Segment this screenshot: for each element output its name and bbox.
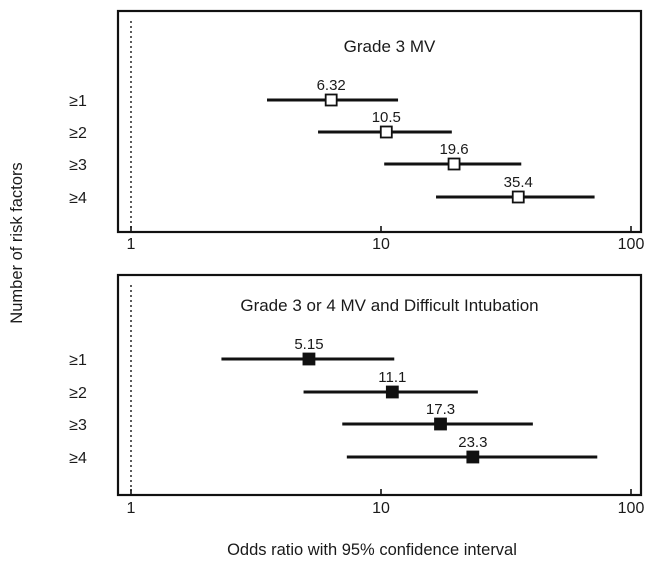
point-marker (302, 352, 316, 366)
point-marker (466, 450, 480, 464)
x-axis-label: Odds ratio with 95% confidence interval (227, 541, 517, 559)
point-value-label: 35.4 (504, 174, 533, 191)
row-label: ≥2 (69, 125, 87, 142)
y-axis-label: Number of risk factors (8, 162, 26, 323)
panel-title: Grade 3 or 4 MV and Difficult Intubation (240, 296, 538, 315)
panel-2: Grade 3 or 4 MV and Difficult Intubation… (69, 273, 645, 517)
panel-1: Grade 3 MV 1 10 100 ≥1 6.32 ≥2 10.5 ≥3 19.6 ≥4 35.4 (69, 9, 645, 253)
x-tick-label: 1 (127, 500, 136, 517)
row-label: ≥4 (69, 190, 87, 207)
point-marker (511, 190, 525, 204)
point-value-label: 17.3 (426, 401, 455, 418)
point-value-label: 5.15 (294, 336, 323, 353)
point-value-label: 19.6 (439, 141, 468, 158)
x-tick-label: 10 (372, 500, 390, 517)
panel-frame (116, 273, 643, 497)
row-label: ≥2 (69, 385, 87, 402)
point-marker (324, 93, 338, 107)
panel-frame (116, 9, 643, 234)
x-tick-label: 100 (618, 236, 645, 253)
point-value-label: 11.1 (378, 369, 406, 386)
point-value-label: 10.5 (372, 109, 401, 126)
row-label: ≥1 (69, 93, 87, 110)
x-tick-label: 10 (372, 236, 390, 253)
point-value-label: 6.32 (317, 77, 346, 94)
row-label: ≥1 (69, 352, 87, 369)
row-label: ≥3 (69, 157, 87, 174)
point-value-label: 23.3 (458, 434, 487, 451)
point-marker (434, 417, 447, 431)
x-tick-label: 100 (618, 500, 645, 517)
point-marker (447, 157, 461, 171)
row-label: ≥3 (69, 417, 87, 434)
panel-title: Grade 3 MV (344, 37, 436, 56)
row-label: ≥4 (69, 450, 87, 467)
point-marker (385, 385, 399, 399)
point-marker (379, 125, 393, 139)
x-tick-label: 1 (127, 236, 136, 253)
